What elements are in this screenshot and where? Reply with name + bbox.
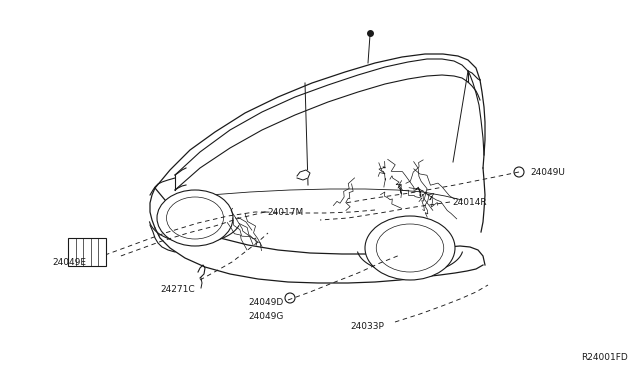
Text: 24033P: 24033P [350,322,384,331]
Text: 24049U: 24049U [530,168,565,177]
Text: 24271C: 24271C [160,285,195,294]
Polygon shape [297,170,310,180]
Text: 24014R: 24014R [452,198,486,207]
Text: 24017M: 24017M [267,208,303,217]
Text: 24049G: 24049G [248,312,284,321]
Ellipse shape [365,216,455,280]
Text: 24049E: 24049E [52,258,86,267]
Text: R24001FD: R24001FD [581,353,628,362]
Ellipse shape [157,190,233,246]
Bar [68,238,106,266]
Text: 24049D: 24049D [248,298,284,307]
